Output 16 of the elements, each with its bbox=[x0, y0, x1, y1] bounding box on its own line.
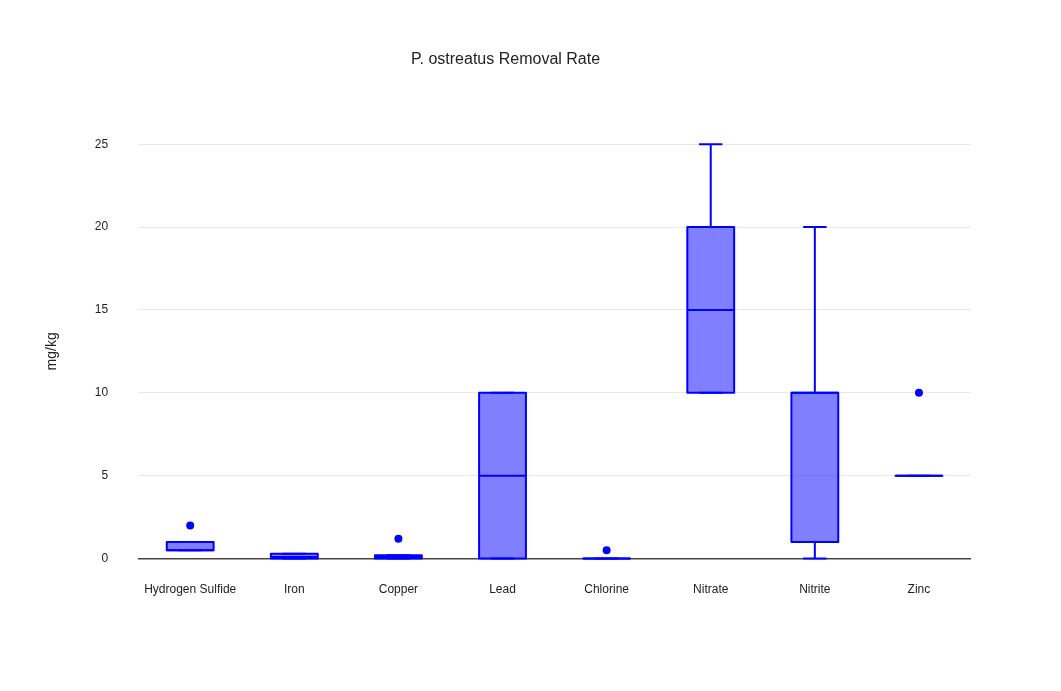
y-axis-title: mg/kg bbox=[43, 332, 60, 371]
y-tick-label: 25 bbox=[94, 136, 109, 151]
y-tick-label: 0 bbox=[101, 550, 109, 565]
chart-title: P. ostreatus Removal Rate bbox=[410, 50, 601, 68]
x-tick-label: Nitrate bbox=[693, 582, 729, 597]
x-tick-label: Hydrogen Sulfide bbox=[144, 582, 237, 597]
x-tick-label: Nitrite bbox=[799, 582, 831, 597]
y-tick-label: 10 bbox=[94, 385, 109, 400]
y-tick-label: 15 bbox=[94, 302, 109, 317]
x-tick-label: Copper bbox=[378, 582, 419, 597]
x-tick-label: Zinc bbox=[907, 582, 931, 597]
y-tick-label: 5 bbox=[101, 468, 109, 483]
x-tick-label: Iron bbox=[283, 582, 305, 597]
y-tick-label: 20 bbox=[94, 219, 109, 234]
x-tick-label: Lead bbox=[489, 582, 516, 597]
x-tick-label: Chlorine bbox=[584, 582, 630, 597]
